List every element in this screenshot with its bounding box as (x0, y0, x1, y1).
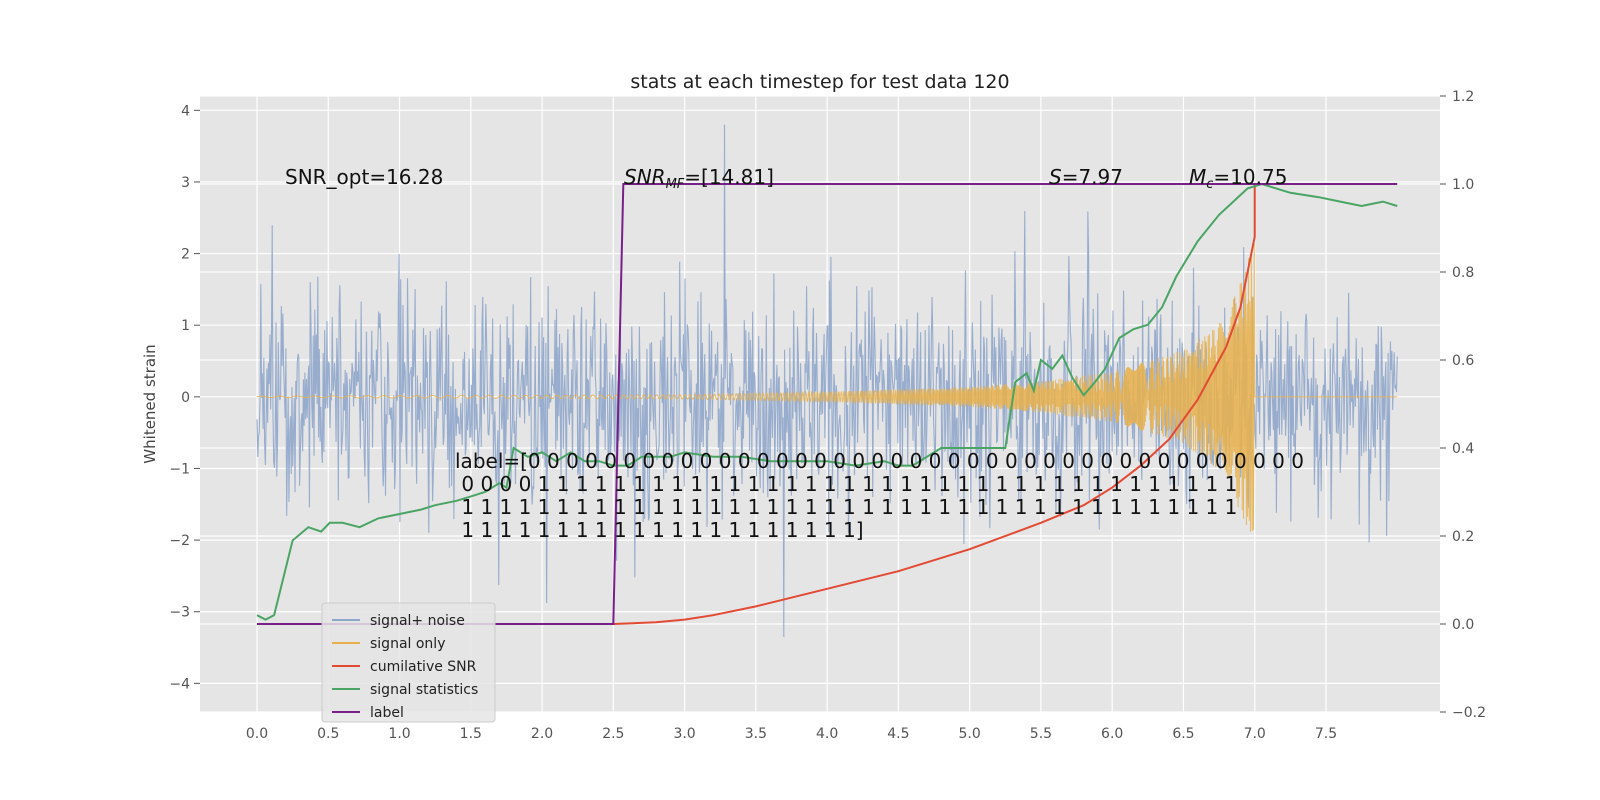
y2-tick-label: 0.4 (1452, 441, 1474, 457)
legend-label: label (370, 705, 404, 721)
y-tick-label: 0 (181, 390, 190, 406)
x-tick-label: 2.5 (602, 726, 624, 742)
legend-label: signal statistics (370, 682, 478, 698)
legend-label: cumilative SNR (370, 659, 477, 675)
signal-statistics-line (256, 182, 1398, 621)
y2-tick-label: 1.2 (1452, 89, 1474, 105)
y-tick-label: 4 (181, 103, 190, 119)
x-tick-label: 3.5 (745, 726, 767, 742)
snr-mf-value: =[14.81] (684, 165, 774, 189)
x-tick-label: 7.0 (1244, 726, 1266, 742)
annotation-snr-mf: SNRMF=[14.81] (624, 165, 774, 192)
x-tick-label: 1.0 (388, 726, 410, 742)
label-line-2: 0 0 0 0 1 1 1 1 1 1 1 1 1 1 1 1 1 1 1 1 … (455, 472, 1237, 496)
s-stat-value: =7.97 (1062, 165, 1123, 189)
y-tick-label: −3 (169, 605, 190, 621)
label-line-3: 1 1 1 1 1 1 1 1 1 1 1 1 1 1 1 1 1 1 1 1 … (455, 495, 1237, 519)
y-tick-label: 2 (181, 247, 190, 263)
snr-mf-symbol: SNR (624, 165, 666, 189)
snr-mf-subscript: MF (666, 177, 685, 192)
annotation-s-stat: S=7.97 (1049, 165, 1123, 189)
mc-subscript: c (1206, 177, 1213, 192)
y-tick-label: 3 (181, 175, 190, 191)
s-stat-symbol: S (1049, 165, 1062, 189)
signal-noise-series (256, 124, 1398, 637)
bottom-axis: 0.0 0.5 1.0 1.5 2.0 2.5 3.0 3.5 4.0 4.5 5.0 5.5 6.0 6… (246, 726, 1337, 742)
y-tick-label: −1 (169, 461, 190, 477)
x-tick-label: 6.5 (1172, 726, 1194, 742)
legend-label: signal+ noise (370, 613, 465, 629)
x-tick-label: 3.0 (673, 726, 695, 742)
y2-tick-label: 0.6 (1452, 353, 1474, 369)
y-tick-label: −4 (169, 676, 190, 692)
legend: signal+ noise signal only cumilative SNR si… (321, 602, 496, 723)
signal-noise-line (256, 124, 1398, 637)
label-line-4: 1 1 1 1 1 1 1 1 1 1 1 1 1 1 1 1 1 1 1 1 … (455, 518, 864, 542)
mc-value: =10.75 (1213, 165, 1287, 189)
x-tick-label: 6.0 (1101, 726, 1123, 742)
label-annotation: label=[0 0 0 0 0 0 0 0 0 0 0 0 0 0 0 0 0… (455, 449, 1304, 542)
legend-box (321, 602, 496, 723)
x-tick-label: 0.5 (317, 726, 339, 742)
y2-tick-label: 0.2 (1452, 529, 1474, 545)
y2-tick-label: 0.8 (1452, 265, 1474, 281)
x-tick-label: 1.5 (460, 726, 482, 742)
annotation-snr-opt: SNR_opt=16.28 (285, 165, 443, 189)
left-axis: −4 −3 −2 −1 0 1 2 3 4 (169, 103, 200, 692)
right-axis: −0.2 0.0 0.2 0.4 0.6 0.8 1.0 1.2 (1440, 89, 1486, 721)
y2-tick-label: −0.2 (1452, 705, 1486, 721)
label-line-1: label=[0 0 0 0 0 0 0 0 0 0 0 0 0 0 0 0 0… (455, 449, 1304, 473)
y-axis-label: Whitened strain (141, 344, 159, 463)
x-tick-label: 0.0 (246, 726, 268, 742)
mc-symbol: M (1189, 165, 1206, 189)
chart-title: stats at each timestep for test data 120 (630, 71, 1009, 93)
y2-tick-label: 0.0 (1452, 617, 1474, 633)
x-tick-label: 4.5 (887, 726, 909, 742)
x-tick-label: 4.0 (816, 726, 838, 742)
y2-tick-label: 1.0 (1452, 177, 1474, 193)
x-tick-label: 5.0 (959, 726, 981, 742)
cumulative-snr-line (257, 184, 1256, 625)
x-tick-label: 2.0 (531, 726, 553, 742)
y-tick-label: −2 (169, 533, 190, 549)
signal-only-series (256, 242, 1398, 532)
signal-only-line (256, 242, 1398, 532)
annotation-mc: Mc=10.75 (1189, 165, 1287, 192)
x-tick-label: 7.5 (1315, 726, 1337, 742)
y-tick-label: 1 (181, 318, 190, 334)
legend-items: signal+ noise signal only cumilative SNR si… (332, 613, 478, 721)
x-tick-label: 5.5 (1030, 726, 1052, 742)
legend-label: signal only (370, 636, 445, 652)
